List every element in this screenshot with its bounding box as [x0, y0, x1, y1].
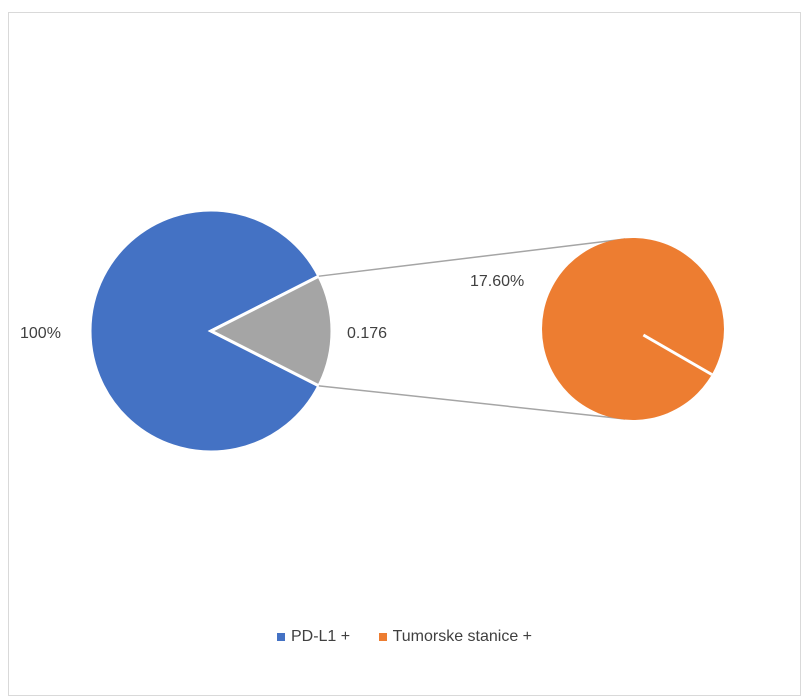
secondary-pie-slice-tumorske[interactable]	[542, 238, 724, 420]
legend-item-tumorske[interactable]: Tumorske stanice +	[378, 628, 533, 646]
legend: PD-L1 + Tumorske stanice +	[0, 628, 809, 646]
data-label-secondary: 17.60%	[470, 273, 524, 290]
connector-line-top	[318, 238, 626, 277]
legend-label-tumorske: Tumorske stanice +	[392, 628, 533, 645]
data-label-split: 0.176	[347, 325, 387, 342]
main-pie	[88, 208, 334, 454]
legend-swatch-orange	[378, 633, 387, 641]
legend-swatch-blue	[276, 633, 285, 641]
main-pie-slice-pd-l1[interactable]	[88, 208, 321, 454]
data-label-main: 100%	[20, 325, 61, 342]
legend-item-pd-l1[interactable]: PD-L1 +	[276, 628, 351, 646]
secondary-pie-divider	[642, 333, 713, 376]
legend-label-pd-l1: PD-L1 +	[290, 628, 351, 645]
secondary-pie	[542, 238, 724, 420]
connector-line-bottom	[318, 385, 626, 420]
main-pie-slice-split[interactable]	[207, 274, 334, 388]
